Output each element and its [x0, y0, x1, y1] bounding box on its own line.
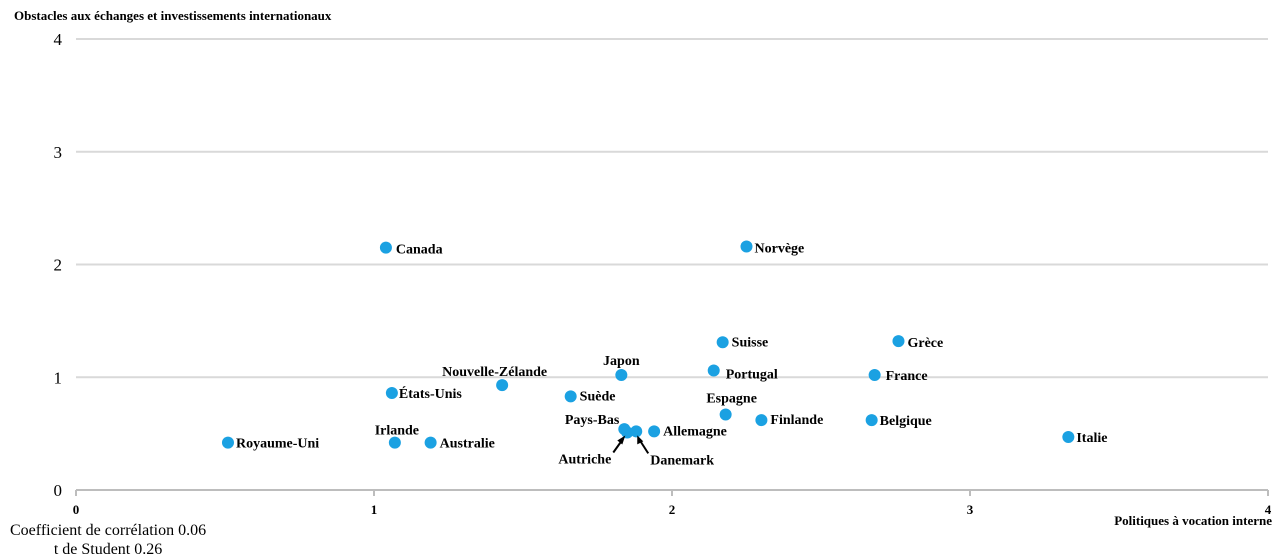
- tick-labels: 0 1 2 3 4 0 1 2 3 4: [54, 30, 1272, 517]
- label-australie: Australie: [440, 437, 495, 452]
- point-labels: Royaume-Uni Irlande Australie États-Unis Can…: [236, 241, 1107, 468]
- label-allemagne: Allemagne: [663, 424, 727, 439]
- label-pays-bas: Pays-Bas: [565, 413, 620, 428]
- statistics-note: Coefficient de corrélation 0.06 t de Stu…: [10, 521, 206, 559]
- point-finlande: [755, 414, 768, 427]
- point-royaume-uni: [221, 436, 234, 449]
- point-japon: [615, 368, 628, 381]
- label-suisse: Suisse: [732, 335, 769, 350]
- y-tick-label: 3: [54, 143, 63, 162]
- point-australie: [424, 436, 437, 449]
- x-tick-label: 2: [669, 502, 676, 517]
- data-points: [221, 240, 1075, 449]
- arrowhead-autriche: [617, 435, 626, 445]
- label-belgique: Belgique: [880, 414, 932, 429]
- point-autriche: [621, 426, 634, 439]
- y-tick-label: 2: [54, 256, 63, 275]
- label-arrows: [612, 435, 650, 454]
- label-italie: Italie: [1076, 431, 1107, 446]
- x-tick-label: 4: [1265, 502, 1272, 517]
- label-canada: Canada: [396, 243, 443, 258]
- label-irlande: Irlande: [375, 424, 419, 439]
- label-nouvelle-zelande: Nouvelle-Zélande: [442, 365, 547, 380]
- correlation-coefficient: Coefficient de corrélation 0.06: [10, 522, 207, 539]
- point-suisse: [716, 336, 729, 349]
- y-tick-label: 0: [54, 481, 63, 500]
- label-espagne: Espagne: [706, 391, 757, 406]
- label-etats-unis: États-Unis: [399, 385, 463, 402]
- gridlines: [75, 38, 1269, 496]
- point-espagne: [719, 408, 732, 421]
- point-nouvelle-zelande: [496, 379, 509, 392]
- y-tick-label: 4: [54, 30, 63, 49]
- point-allemagne: [648, 425, 661, 438]
- x-tick-label: 0: [73, 502, 80, 517]
- y-tick-label: 1: [54, 368, 63, 387]
- label-royaume-uni: Royaume-Uni: [236, 437, 319, 452]
- point-belgique: [865, 414, 878, 427]
- y-axis-label: Obstacles aux échanges et investissement…: [14, 8, 332, 23]
- point-portugal: [707, 364, 720, 377]
- point-suede: [564, 390, 577, 403]
- label-danemark: Danemark: [650, 453, 714, 468]
- point-canada: [379, 241, 392, 254]
- x-tick-label: 3: [967, 502, 974, 517]
- point-irlande: [388, 436, 401, 449]
- label-suede: Suède: [580, 389, 616, 404]
- x-tick-label: 1: [371, 502, 378, 517]
- label-france: France: [886, 369, 928, 384]
- label-japon: Japon: [603, 354, 640, 369]
- point-norvege: [740, 240, 753, 253]
- x-axis-label: Politiques à vocation interne: [1114, 513, 1272, 528]
- point-danemark: [630, 425, 643, 438]
- student-t: t de Student 0.26: [53, 541, 163, 558]
- label-autriche: Autriche: [558, 452, 611, 467]
- label-norvege: Norvège: [755, 241, 805, 256]
- label-finlande: Finlande: [770, 413, 823, 428]
- point-etats-unis: [385, 387, 398, 400]
- label-portugal: Portugal: [726, 367, 778, 382]
- label-grece: Grèce: [907, 336, 943, 351]
- point-grece: [892, 335, 905, 348]
- arrowhead-danemark: [637, 435, 644, 445]
- point-italie: [1062, 431, 1075, 444]
- point-france: [868, 368, 881, 381]
